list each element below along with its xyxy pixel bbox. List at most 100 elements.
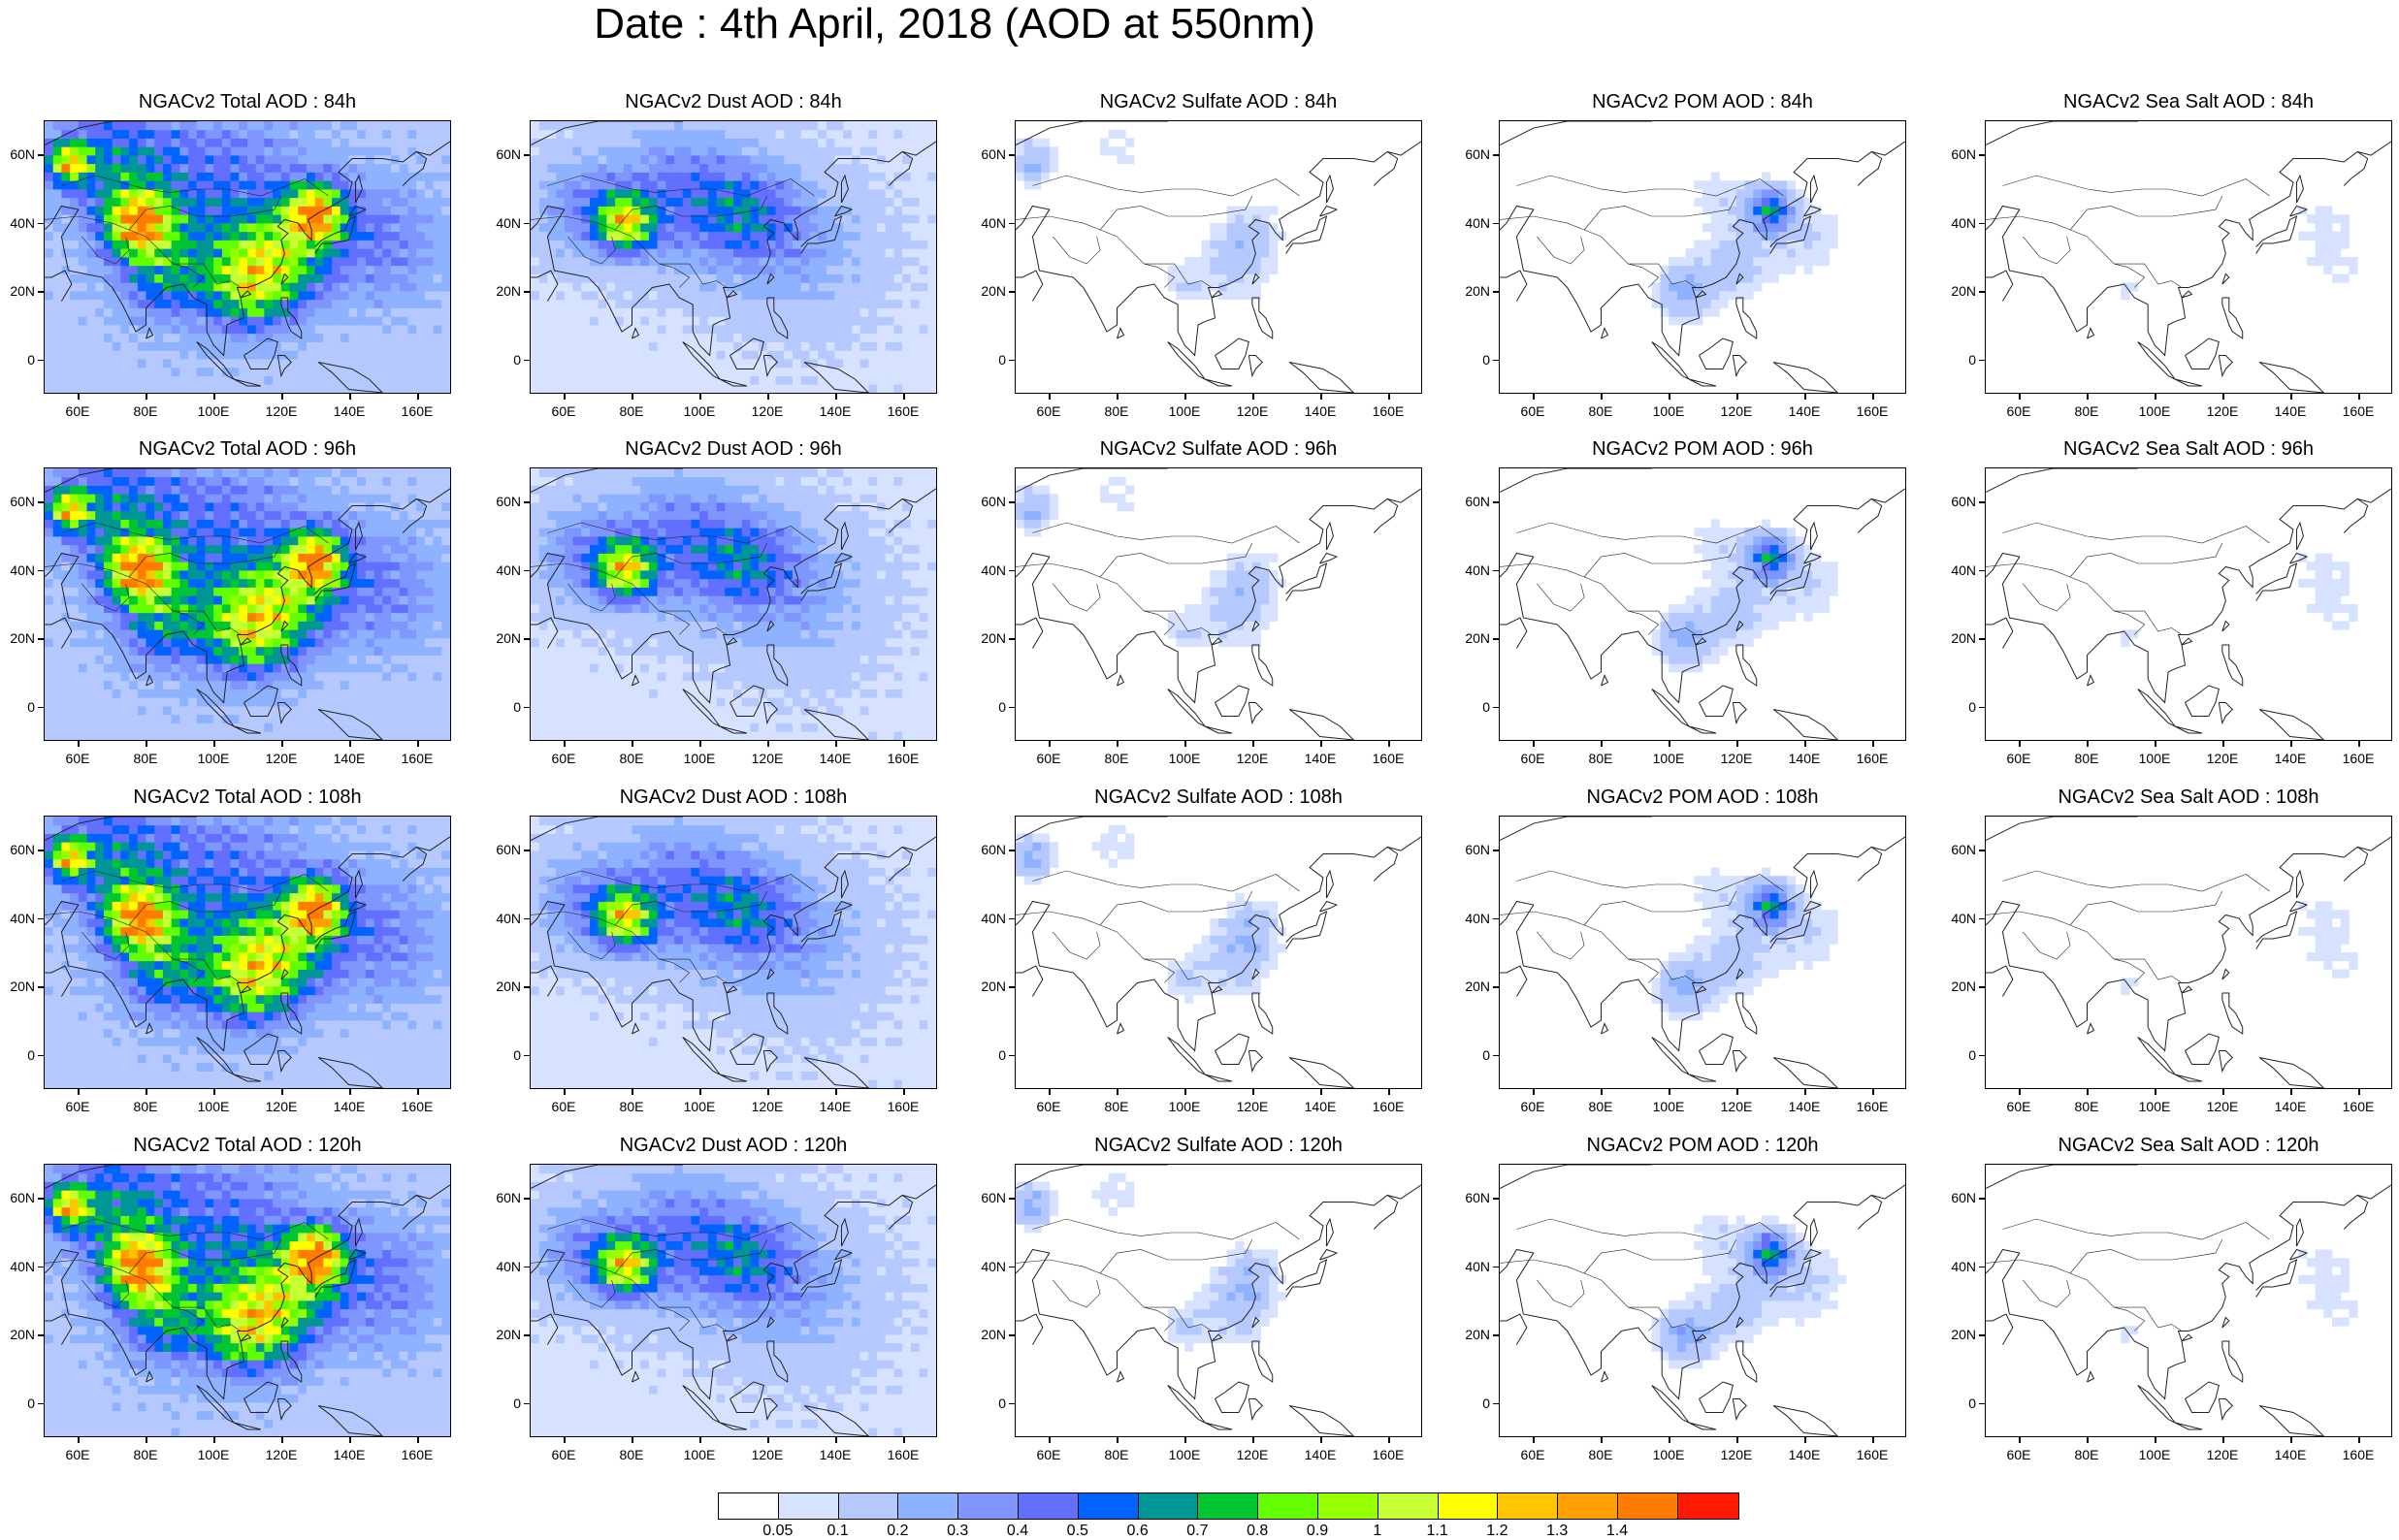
aod-grid-cell (171, 519, 180, 529)
aod-grid-cell (1100, 138, 1110, 147)
aod-grid-cell (61, 282, 71, 292)
aod-grid-cell (61, 646, 71, 656)
aod-grid-cell (391, 240, 401, 249)
aod-grid-cell (112, 282, 121, 292)
aod-grid-cell (441, 129, 450, 139)
aod-grid-cell (818, 291, 827, 301)
aod-grid-cell (818, 359, 827, 369)
aod-grid-cell (382, 722, 392, 732)
lon-label: 120E (751, 403, 784, 419)
aod-grid-cell (323, 612, 333, 622)
lon-tick (1736, 394, 1738, 400)
aod-grid-cell (280, 316, 290, 326)
aod-grid-cell (298, 587, 308, 596)
aod-grid-cell (273, 731, 282, 740)
aod-grid-cell (1660, 282, 1670, 292)
aod-grid-cell (255, 282, 265, 292)
aod-grid-cell (682, 138, 692, 147)
aod-grid-cell (759, 138, 768, 147)
aod-grid-cell (154, 307, 164, 317)
aod-grid-cell (280, 663, 290, 673)
aod-grid-cell (851, 146, 861, 156)
aod-grid-cell (264, 163, 274, 173)
aod-grid-cell (86, 629, 96, 639)
lat-tick (1979, 154, 1985, 156)
aod-grid-cell (606, 231, 616, 241)
aod-grid-cell (171, 375, 180, 385)
aod-grid-cell (547, 299, 557, 308)
aod-grid-cell (416, 163, 426, 173)
aod-grid-cell (280, 655, 290, 664)
aod-grid-cell (179, 663, 189, 673)
aod-grid-cell (137, 629, 146, 639)
aod-grid-cell (1744, 240, 1754, 249)
aod-grid-cell (103, 528, 113, 537)
aod-grid-cell (927, 206, 936, 215)
aod-grid-cell (221, 697, 231, 707)
aod-grid-cell (733, 206, 743, 215)
aod-grid-cell (273, 316, 282, 326)
aod-grid-cell (188, 722, 198, 732)
aod-grid-cell (382, 307, 392, 317)
aod-grid-cell (927, 299, 936, 308)
aod-grid-cell (298, 722, 308, 732)
aod-grid-cell (391, 307, 401, 317)
aod-grid-cell (598, 307, 607, 317)
aod-grid-cell (78, 341, 87, 351)
aod-grid-cell (632, 214, 641, 224)
aod-grid-cell (851, 299, 861, 308)
aod-grid-cell (221, 536, 231, 546)
aod-grid-cell (45, 359, 54, 369)
aod-grid-cell (298, 257, 308, 267)
aod-grid-cell (818, 282, 827, 292)
lat-tick (1979, 222, 1985, 225)
aod-grid-cell (792, 299, 802, 308)
aod-grid-cell (572, 146, 582, 156)
aod-grid-cell (112, 722, 121, 732)
aod-grid-cell (289, 468, 299, 478)
aod-grid-cell (289, 325, 299, 335)
aod-grid-cell (213, 189, 223, 199)
aod-grid-cell (188, 706, 198, 716)
aod-grid-cell (213, 672, 223, 682)
aod-grid-cell (314, 206, 324, 215)
aod-grid-cell (348, 325, 358, 335)
aod-grid-cell (162, 146, 173, 156)
aod-grid-cell (112, 359, 121, 369)
aod-grid-cell (221, 476, 231, 486)
aod-grid-cell (1719, 291, 1729, 301)
aod-grid-cell (606, 299, 616, 308)
aod-grid-cell (112, 273, 121, 283)
aod-grid-cell (221, 722, 231, 732)
aod-grid-cell (78, 561, 87, 571)
aod-grid-cell (112, 528, 121, 537)
aod-grid-cell (1210, 223, 1219, 233)
aod-grid-cell (707, 180, 717, 190)
aod-grid-cell (86, 138, 96, 147)
aod-grid-cell (800, 231, 810, 241)
aod-grid-cell (691, 240, 700, 249)
aod-grid-cell (859, 375, 869, 385)
aod-grid-cell (648, 146, 659, 156)
aod-grid-cell (61, 519, 71, 529)
aod-grid-cell (407, 359, 417, 369)
aod-grid-cell (70, 138, 80, 147)
aod-grid-cell (556, 121, 566, 131)
aod-grid-cell (826, 333, 835, 342)
aod-grid-cell (877, 265, 887, 274)
aod-grid-cell (357, 273, 367, 283)
aod-grid-cell (1744, 248, 1754, 258)
aod-grid-cell (298, 341, 308, 351)
aod-grid-cell (1744, 257, 1754, 267)
aod-grid-cell (171, 367, 180, 376)
aod-grid-cell (1735, 197, 1745, 207)
aod-grid-cell (103, 638, 113, 648)
aod-grid-cell (877, 155, 887, 165)
map-panel: NGACv2 POM AOD : 84h 60N 40N 20N 0 60E 80E 100E… (1455, 91, 1921, 433)
aod-grid-cell (221, 570, 231, 580)
aod-grid-cell (433, 138, 442, 147)
aod-grid-cell (61, 367, 71, 376)
aod-grid-cell (52, 189, 62, 199)
aod-grid-cell (323, 672, 333, 682)
aod-grid-cell (162, 240, 173, 249)
